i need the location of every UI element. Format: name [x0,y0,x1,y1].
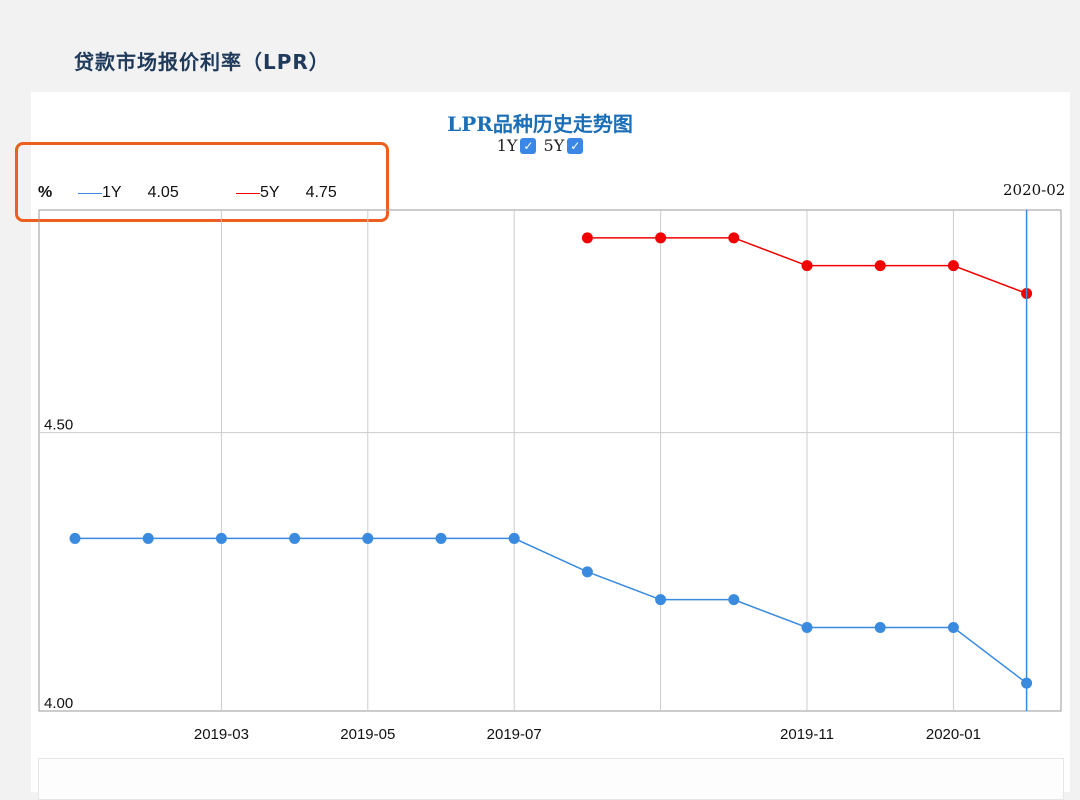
series-toggle-group: 1Y ✓ 5Y ✓ [0,136,1080,155]
data-point-1y[interactable] [215,532,227,544]
data-point-5y[interactable] [801,260,813,272]
toggle-1y[interactable]: 1Y ✓ [497,136,537,155]
data-point-1y[interactable] [728,594,740,606]
annotation-highlight-box [15,142,389,222]
data-point-1y[interactable] [142,532,154,544]
readout-1y-value: 4.05 [147,184,179,201]
hover-date-label: 2020-02 [1003,181,1066,199]
x-tick-label: 2019-07 [487,726,542,743]
chart-title: LPR品种历史走势图 [447,112,633,136]
line-swatch-1y-icon [78,192,102,194]
series-line-1y [75,537,1028,684]
readout-1y: 1Y 4.05 [78,184,179,202]
data-point-1y[interactable] [289,532,301,544]
data-point-1y[interactable] [947,622,959,633]
data-point-5y[interactable] [581,232,593,244]
chart-panel [31,92,1070,792]
x-tick-label: 2020-01 [926,726,981,743]
data-point-5y[interactable] [728,232,740,244]
data-point-1y[interactable] [581,566,593,578]
y-tick-label: 4.50 [44,417,73,434]
plot-frame [38,209,1062,712]
data-point-1y[interactable] [655,594,667,606]
page-title: 贷款市场报价利率（LPR） [74,50,330,74]
data-point-1y[interactable] [801,622,813,633]
data-point-1y[interactable] [362,532,374,544]
checkbox-checked-icon[interactable]: ✓ [567,137,584,154]
toggle-5y[interactable]: 5Y ✓ [544,136,584,155]
y-unit-label: % [38,184,53,201]
readout-5y: 5Y 4.75 [236,184,337,202]
data-point-5y[interactable] [655,232,667,244]
x-tick-label: 2019-11 [780,726,834,743]
data-point-5y[interactable] [874,260,886,272]
bottom-panel [38,758,1064,800]
readout-5y-name: 5Y [260,184,280,201]
data-point-1y[interactable] [435,532,447,544]
data-point-5y[interactable] [947,260,959,272]
x-tick-label: 2019-05 [340,726,395,743]
data-point-1y[interactable] [874,622,886,633]
toggle-5y-label: 5Y [543,136,565,155]
toggle-1y-label: 1Y [496,136,518,155]
y-tick-label: 4.00 [44,695,73,712]
x-tick-label: 2019-03 [194,726,249,743]
readout-1y-name: 1Y [102,184,122,201]
data-point-1y[interactable] [508,532,520,544]
line-swatch-5y-icon [236,192,260,194]
data-point-1y[interactable] [69,532,81,544]
checkbox-checked-icon[interactable]: ✓ [520,137,537,154]
readout-5y-value: 4.75 [305,184,337,201]
